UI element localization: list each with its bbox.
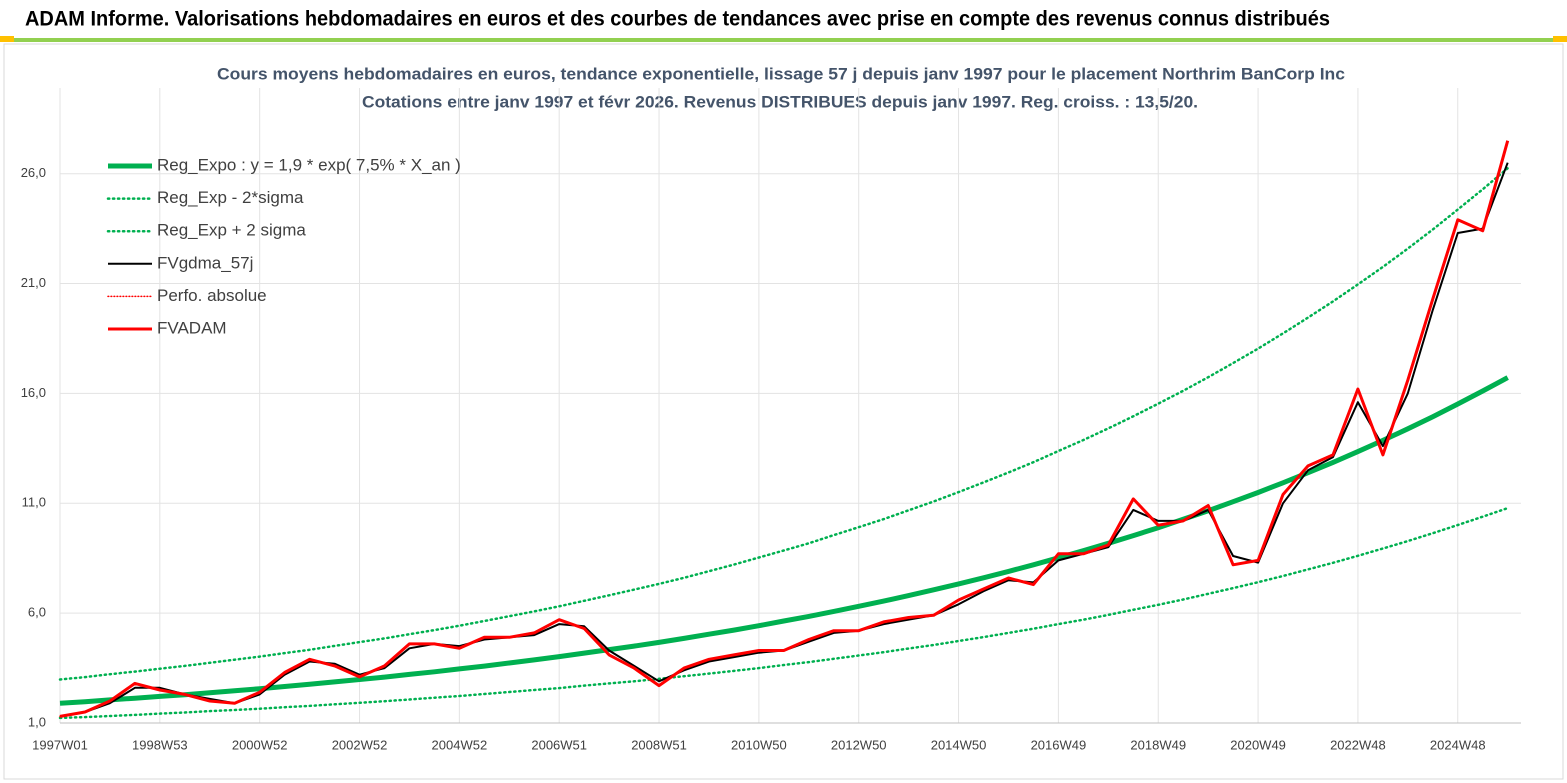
y-tick-label: 16,0 bbox=[21, 385, 46, 400]
legend-label: Reg_Expo : y = 1,9 * exp( 7,5% * X_an ) bbox=[157, 155, 461, 174]
series-line bbox=[58, 166, 1509, 681]
series-line bbox=[59, 375, 1509, 706]
page-title: ADAM Informe. Valorisations hebdomadaire… bbox=[25, 8, 1330, 31]
chart-border bbox=[3, 43, 1564, 780]
x-tick-label: 2014W50 bbox=[931, 737, 987, 752]
x-tick-label: 2008W51 bbox=[631, 737, 687, 752]
legend-label: FVgdma_57j bbox=[157, 253, 253, 272]
legend-label: FVADAM bbox=[157, 318, 227, 337]
y-tick-label: 1,0 bbox=[28, 714, 46, 729]
header-rule bbox=[0, 38, 1567, 42]
legend-label: Reg_Exp - 2*sigma bbox=[157, 188, 304, 207]
series-line bbox=[58, 506, 1509, 720]
x-tick-label: 2012W50 bbox=[831, 737, 887, 752]
series-line bbox=[59, 140, 1510, 718]
y-tick-label: 11,0 bbox=[22, 495, 46, 510]
y-tick-label: 6,0 bbox=[28, 605, 46, 620]
x-tick-label: 2006W51 bbox=[531, 737, 587, 752]
legend-label: Perfo. absolue bbox=[157, 286, 267, 305]
legend-label: Reg_Exp + 2 sigma bbox=[157, 221, 306, 240]
chart-title: Cours moyens hebdomadaires en euros, ten… bbox=[217, 64, 1345, 83]
y-tick-label: 26,0 bbox=[21, 165, 46, 180]
x-tick-label: 2024W48 bbox=[1430, 737, 1486, 752]
chart-subtitle: Cotations entre janv 1997 et févr 2026. … bbox=[362, 92, 1198, 111]
x-tick-label: 2018W49 bbox=[1130, 737, 1186, 752]
x-tick-label: 2010W50 bbox=[731, 737, 787, 752]
x-tick-label: 1998W53 bbox=[132, 737, 188, 752]
x-tick-label: 2002W52 bbox=[332, 737, 388, 752]
plot-area: 1997W01 1998W53 2000W52 2002W52 2004W52 2006W… bbox=[21, 88, 1521, 752]
corner-left bbox=[0, 36, 14, 42]
x-tick-label: 2004W52 bbox=[432, 737, 488, 752]
x-tick-label: 2020W49 bbox=[1230, 737, 1286, 752]
corner-right bbox=[1553, 36, 1567, 42]
x-tick-label: 2022W48 bbox=[1330, 737, 1386, 752]
y-tick-label: 21,0 bbox=[21, 275, 46, 290]
x-tick-label: 2016W49 bbox=[1031, 737, 1087, 752]
x-tick-label: 2000W52 bbox=[232, 737, 288, 752]
x-tick-label: 1997W01 bbox=[32, 737, 88, 752]
